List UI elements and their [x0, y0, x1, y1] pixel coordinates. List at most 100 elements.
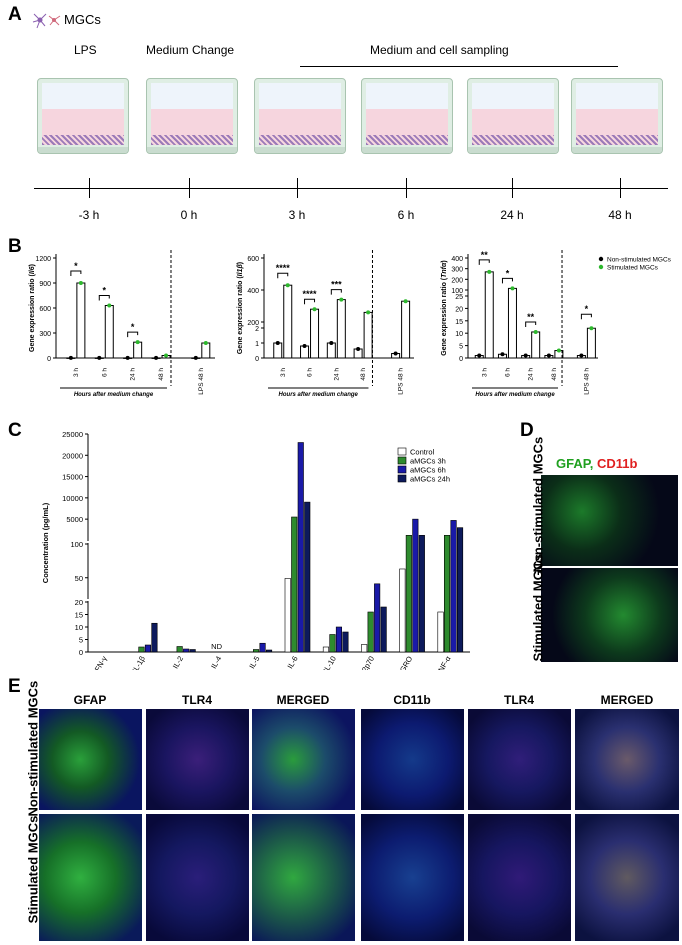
x-tick-label: 3 h: [280, 368, 287, 377]
point-nonstim: [546, 353, 551, 358]
y-tick-label: 0: [459, 356, 463, 363]
row-label-d-stim: Stimulated MGCs: [530, 553, 546, 662]
timeline-axis: [34, 188, 668, 189]
y-tick-label: 25: [455, 294, 463, 301]
sig-bracket: [98, 295, 110, 301]
time-label: -3 h: [78, 208, 100, 222]
bar-amgcs-24h: [456, 527, 464, 653]
event-lps: LPS: [74, 43, 97, 57]
point-nonstim: [193, 355, 198, 360]
time-label: 6 h: [397, 208, 415, 222]
sig-stars: ****: [303, 289, 318, 299]
legend-dot-nonstim: [598, 256, 604, 262]
bar-stim: [283, 284, 293, 359]
x-tick-label: 24 h: [528, 368, 535, 381]
bar-stim: [401, 300, 411, 359]
micrograph-e-cd11b-stim: [361, 814, 464, 941]
point-stim: [107, 303, 112, 308]
x-tick-label: IL-4: [209, 655, 223, 671]
bar-amgcs-3h: [253, 649, 260, 653]
panel-letter-c: C: [8, 420, 22, 441]
point-nonstim: [356, 347, 361, 351]
x-tick-label: IL-10: [322, 655, 338, 671]
bar-stim: [336, 299, 346, 359]
point-nonstim: [500, 352, 505, 357]
sig-bracket: [580, 313, 592, 320]
x-tick-label: IL-2: [171, 655, 185, 671]
culture-well: [254, 78, 346, 154]
point-stim: [203, 341, 208, 345]
micrograph-e-tlr4-nonstim: [146, 709, 249, 810]
micrograph-d-stim: [541, 568, 678, 662]
panel-letter-a: A: [8, 4, 22, 25]
point-stim: [589, 326, 594, 331]
y-tick-label: 400: [451, 256, 463, 263]
micrograph-e-cd11b-nonstim: [361, 709, 464, 810]
bar-stim: [484, 271, 494, 359]
mgc-cell-icon: [32, 10, 62, 35]
sig-bracket: [478, 259, 490, 265]
panel-letter-d: D: [520, 420, 534, 441]
point-stim: [533, 329, 538, 334]
bar-amgcs-6h: [335, 626, 343, 653]
bar-amgcs-24h: [380, 606, 387, 653]
legend-label: Control: [410, 448, 435, 457]
y-tick-label: 1: [255, 341, 259, 348]
y-tick-label: 300: [451, 267, 463, 274]
x-group-label: Hours after medium change: [74, 392, 154, 398]
y-tick-label: 0: [79, 648, 83, 657]
x-tick-label: 24 h: [333, 368, 340, 381]
column-label-cd11b: CD11b: [393, 693, 431, 707]
x-tick-label: 6 h: [307, 368, 314, 377]
y-tick-label: 200: [451, 277, 463, 284]
event-sampling: Medium and cell sampling: [370, 43, 509, 57]
legend-label: aMGCs 24h: [410, 475, 450, 484]
y-tick-label: 50: [75, 574, 83, 583]
point-nonstim: [523, 353, 528, 358]
y-tick-label: 25000: [62, 430, 83, 439]
point-nonstim: [275, 341, 280, 345]
sampling-bar: [300, 66, 618, 67]
x-tick-label: 48 h: [158, 368, 165, 381]
y-tick-label: 15000: [62, 473, 83, 482]
legend-swatch: [397, 447, 407, 456]
y-tick-label: 2: [255, 326, 259, 333]
legend-label-stim: Stimulated MGCs: [607, 265, 659, 272]
legend-swatch: [397, 474, 407, 483]
column-label-merged: MERGED: [276, 693, 330, 707]
point-nonstim: [579, 353, 584, 358]
bar-amgcs-6h: [450, 520, 457, 653]
y-tick-label: 10000: [62, 494, 83, 503]
culture-well: [571, 78, 663, 154]
bar-amgcs-6h: [374, 583, 381, 653]
timeline-tick: [89, 178, 90, 198]
bar-amgcs-6h: [183, 648, 190, 653]
y-tick-label: 5000: [66, 515, 83, 524]
y-tick-label: 600: [39, 306, 51, 313]
sig-bracket: [127, 331, 139, 338]
bar-control: [284, 578, 291, 653]
y-axis-label: Gene expression ratio (Il1β): [237, 262, 244, 354]
bar-amgcs-3h: [405, 535, 412, 653]
bar-amgcs-3h: [176, 646, 183, 653]
x-tick-label: 6 h: [504, 368, 511, 377]
y-tick-label: 1200: [35, 256, 51, 263]
sig-stars: *: [103, 286, 107, 296]
cytokine-chart: 0 5 10 15 20 50 100 5000 10000 15000 20000 25000 Con…: [41, 430, 470, 671]
sig-bracket: [525, 321, 537, 327]
point-stim: [285, 283, 290, 288]
y-tick-label: 0: [47, 356, 51, 363]
bar-stim: [133, 341, 143, 359]
micrograph-e-tlr4-stim: [146, 814, 249, 941]
micrograph-e-merged-stim: [252, 814, 355, 941]
legend-label: aMGCs 3h: [410, 457, 446, 466]
sig-stars: ****: [276, 263, 291, 273]
y-tick-label: 200: [247, 320, 259, 327]
timeline-tick: [189, 178, 190, 198]
x-tick-label: IFN-γ: [92, 654, 109, 670]
micrograph-e-merged-nonstim: [252, 709, 355, 810]
y-tick-label: 15: [75, 611, 83, 620]
point-stim: [510, 286, 515, 291]
x-tick-label: IL-12p70: [354, 655, 377, 671]
